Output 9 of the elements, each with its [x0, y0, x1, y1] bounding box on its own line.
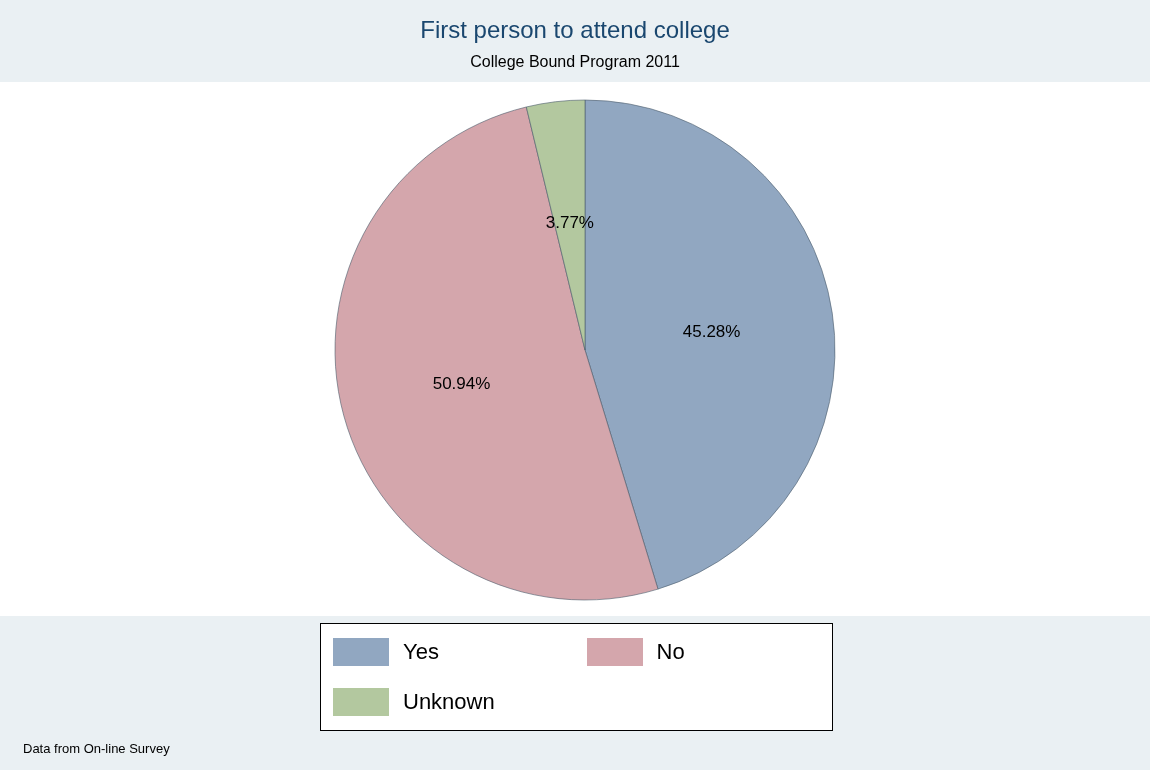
- text: Data from On-line Survey: [23, 741, 171, 756]
- data-label: 50.94%: [432, 374, 491, 394]
- chart-subtitle: College Bound Program 2011: [470, 52, 680, 70]
- chart-title: First person to attend college: [420, 15, 730, 43]
- legend-label: No: [656, 639, 685, 665]
- legend-label: Yes: [403, 639, 439, 665]
- data-label: 45.28%: [682, 321, 741, 341]
- legend-label: Unknown: [403, 689, 495, 715]
- data-label: 3.77%: [545, 213, 594, 233]
